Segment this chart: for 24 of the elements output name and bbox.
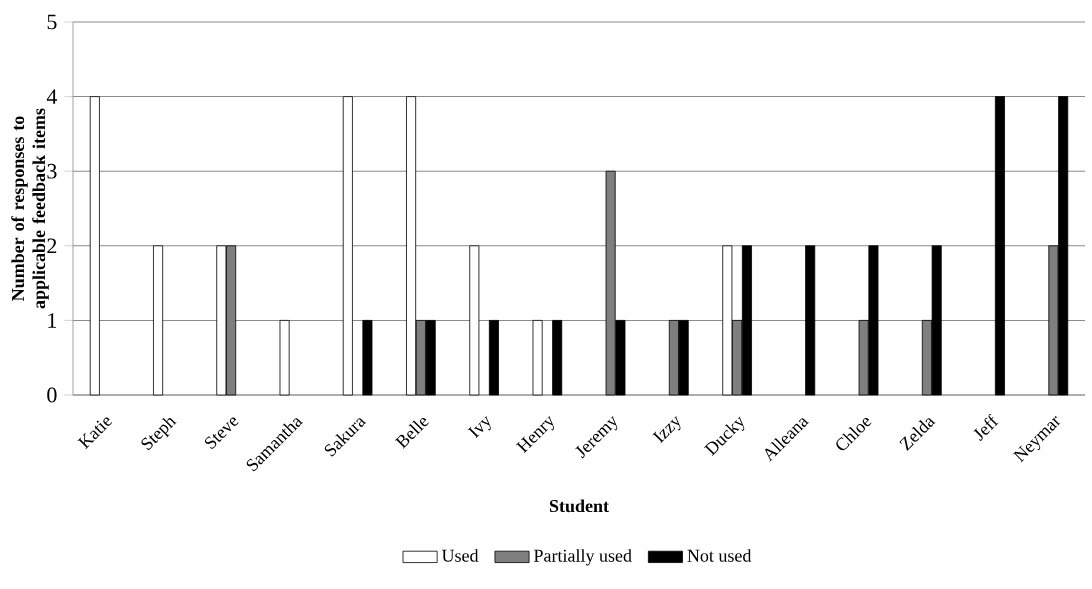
bar [488, 320, 499, 396]
bar [362, 320, 373, 396]
bar [153, 245, 164, 396]
y-tick-label: 3 [47, 163, 57, 179]
legend-label: Used [441, 549, 479, 562]
bar [805, 245, 816, 396]
bar [279, 320, 290, 396]
legend-label: Partially used [534, 549, 632, 566]
bar [469, 245, 480, 396]
x-tick-label: Jeff [973, 413, 999, 442]
bar [89, 96, 100, 396]
bar [532, 320, 543, 396]
y-tick-label: 4 [46, 89, 58, 104]
y-tick-label: 2 [47, 238, 57, 254]
y-tick-label: 5 [47, 14, 57, 30]
bar [552, 320, 563, 396]
bar [342, 96, 353, 396]
bar [994, 96, 1005, 396]
legend-label: Not used [687, 549, 752, 562]
y-tick-label: 1 [48, 313, 57, 328]
y-tick-label: 0 [47, 387, 57, 403]
x-axis-title: Student [549, 499, 609, 513]
x-tick-label: Izzy [652, 416, 681, 444]
x-tick-label: Ivy [467, 416, 491, 439]
